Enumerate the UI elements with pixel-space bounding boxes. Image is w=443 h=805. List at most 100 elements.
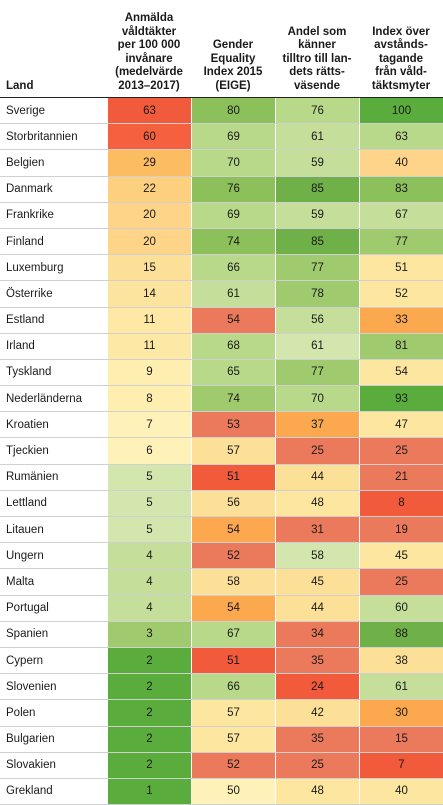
value-cell: 50 [191, 778, 275, 805]
value-cell: 65 [191, 359, 275, 386]
table-row: Sverige 63 80 76 100 [0, 98, 443, 125]
header-line: 2013–2017) [118, 79, 180, 92]
value-cell: 81 [359, 333, 443, 359]
country-name: Portugal [6, 602, 49, 615]
header-line: Anmälda [124, 12, 174, 24]
value-cell: 85 [275, 228, 359, 255]
table-row: Tjeckien 6 57 25 25 [0, 438, 443, 465]
header-line: känner [298, 39, 336, 51]
country-name: Storbritannien [6, 130, 78, 143]
value-cell: 54 [359, 359, 443, 386]
country-name: Bulgarien [6, 733, 55, 746]
table-row: Danmark 22 76 85 83 [0, 176, 443, 203]
table-row: Finland 20 74 85 77 [0, 228, 443, 256]
value-cell: 74 [191, 386, 275, 412]
header-line: dets rätts- [289, 66, 345, 78]
value-cell: 8 [107, 386, 191, 412]
table-row: Litauen 5 54 31 19 [0, 517, 443, 544]
country-name: Danmark [6, 183, 53, 196]
country-name: Estland [6, 314, 45, 327]
header-tilltro-text: Andel som känner tilltro till lan-dets rät… [283, 26, 352, 94]
header-line: Land [6, 79, 34, 92]
value-cell: 61 [359, 674, 443, 700]
header-line: Gender [212, 39, 254, 51]
value-cell: 4 [107, 569, 191, 595]
value-cell: 56 [275, 307, 359, 333]
value-cell: 6 [107, 438, 191, 464]
value-cell: 51 [191, 647, 275, 674]
value-cell: 52 [359, 281, 443, 307]
value-cell: 25 [275, 752, 359, 778]
value-cell: 21 [359, 464, 443, 490]
value-cell: 5 [107, 464, 191, 490]
value-cell: 4 [107, 595, 191, 621]
value-cell: 5 [107, 490, 191, 516]
header-line: (medelvärde [115, 66, 183, 78]
value-cell: 25 [359, 569, 443, 595]
value-cell: 61 [275, 124, 359, 150]
value-cell: 47 [359, 412, 443, 438]
header-line: täktsmyter [371, 79, 431, 92]
header-gei-text: Gender Equality Index 2015 (EIGE) [204, 39, 263, 93]
header-line: tilltro till lan- [282, 52, 352, 65]
value-cell: 22 [107, 176, 191, 202]
table-row: Österrike 14 61 78 52 [0, 281, 443, 308]
value-cell: 52 [191, 752, 275, 778]
table-row: Storbritannien 60 69 61 63 [0, 124, 443, 151]
value-cell: 59 [275, 202, 359, 228]
table-row: Ungern 4 52 58 45 [0, 543, 443, 570]
value-cell: 77 [359, 228, 443, 255]
value-cell: 68 [191, 333, 275, 359]
value-cell: 4 [107, 543, 191, 569]
country-name: Irland [6, 340, 35, 353]
value-cell: 3 [107, 621, 191, 647]
value-cell: 45 [275, 569, 359, 595]
country-name: Spanien [6, 628, 49, 641]
table-header: Land Anmälda våldtäkter per 100 000 invånar… [0, 0, 443, 98]
country-name: Lettland [6, 497, 47, 510]
value-cell: 57 [191, 700, 275, 726]
value-cell: 77 [275, 255, 359, 281]
country-name: Österrike [6, 287, 53, 300]
value-cell: 8 [359, 490, 443, 516]
header-line: Andel som [287, 25, 347, 38]
table-row: Slovenien 2 66 24 61 [0, 674, 443, 701]
value-cell: 1 [107, 778, 191, 805]
value-cell: 70 [191, 150, 275, 176]
value-cell: 51 [191, 464, 275, 490]
country-name: Polen [6, 706, 36, 719]
header-index: Index över avstånds-tagande från våld-täkt… [359, 0, 443, 97]
value-cell: 44 [275, 595, 359, 621]
value-cell: 53 [191, 412, 275, 438]
value-cell: 100 [359, 98, 443, 124]
value-cell: 30 [359, 700, 443, 726]
header-line: våldtäkter [121, 25, 177, 38]
country-name: Belgien [6, 156, 45, 169]
table-row: Estland 11 54 56 33 [0, 307, 443, 334]
value-cell: 51 [359, 255, 443, 281]
value-cell: 37 [275, 412, 359, 438]
value-cell: 76 [275, 98, 359, 124]
header-index-text: Index över avstånds-tagande från våld-täkt… [372, 26, 430, 94]
country-name: Ungern [6, 549, 44, 562]
header-line: Index över [372, 25, 430, 38]
country-name: Finland [6, 235, 44, 248]
value-cell: 66 [191, 255, 275, 281]
value-cell: 40 [359, 778, 443, 805]
value-cell: 88 [359, 621, 443, 647]
country-name: Luxemburg [6, 261, 64, 274]
value-cell: 77 [275, 359, 359, 386]
country-name: Nederländerna [6, 392, 83, 405]
value-cell: 67 [359, 202, 443, 228]
value-cell: 60 [107, 124, 191, 150]
header-anmalda-text: Anmälda våldtäkter per 100 000 invånare (med… [115, 12, 183, 93]
value-cell: 48 [275, 490, 359, 516]
value-cell: 63 [107, 98, 191, 124]
header-line: (EIGE) [215, 79, 251, 92]
value-cell: 7 [359, 752, 443, 778]
value-cell: 74 [191, 228, 275, 255]
header-line: Index 2015 [203, 66, 263, 78]
country-name: Slovenien [6, 680, 57, 693]
value-cell: 93 [359, 386, 443, 412]
